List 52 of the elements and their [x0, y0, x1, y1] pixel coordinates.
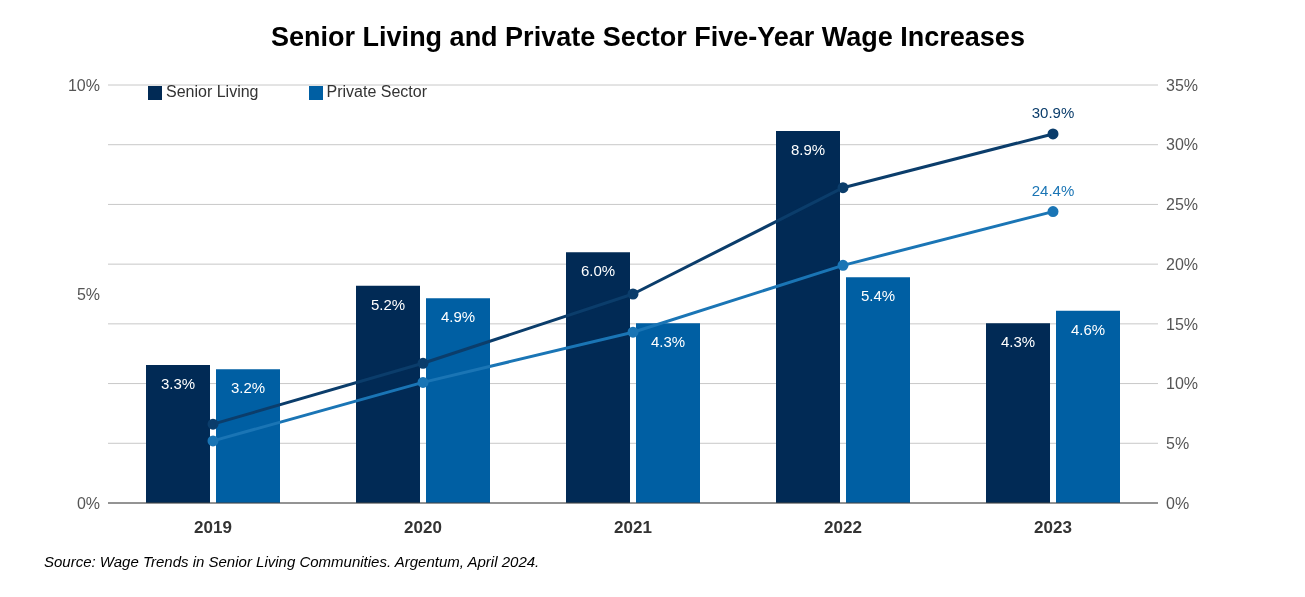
point: [627, 326, 639, 338]
data-label: 3.2%: [230, 379, 266, 397]
bar: [776, 130, 840, 503]
data-label: 4.6%: [1070, 320, 1106, 338]
data-label: 30.9%: [1031, 103, 1075, 121]
data-label: 5.2%: [370, 295, 406, 313]
point: [417, 357, 429, 369]
bar: [216, 369, 280, 503]
point: [627, 288, 639, 300]
y-tick-label: 0%: [76, 494, 100, 512]
point: [837, 259, 849, 271]
source-note: Source: Wage Trends in Senior Living Communities. Argentum, April 2024.: [44, 553, 541, 570]
x-tick-label: 2022: [824, 518, 862, 538]
y2-tick-label: 25%: [1166, 196, 1199, 214]
y2-tick-label: 5%: [1166, 434, 1190, 452]
data-label: 5.4%: [860, 287, 896, 305]
x-tick-label: 2023: [1034, 518, 1072, 538]
bar: [636, 323, 700, 503]
data-label: 4.9%: [440, 308, 476, 326]
data-label: 24.4%: [1031, 181, 1075, 199]
point: [417, 376, 429, 388]
bar: [566, 252, 630, 503]
x-tick-label: 2021: [614, 518, 652, 538]
chart-title: Senior Living and Private Sector Five-Year Wage Increases: [270, 22, 1026, 53]
bar: [356, 285, 420, 503]
legend-label: Private Sector: [326, 83, 427, 100]
bar: [426, 298, 490, 503]
bar: [846, 277, 910, 503]
bar: [986, 323, 1050, 503]
y2-tick-label: 15%: [1166, 315, 1199, 333]
data-label: 4.3%: [1000, 333, 1036, 351]
point: [1047, 206, 1059, 218]
bar: [1056, 310, 1120, 503]
data-label: 4.3%: [650, 333, 686, 351]
y2-tick-label: 10%: [1166, 375, 1199, 393]
x-tick-label: 2019: [194, 518, 232, 538]
data-label: 6.0%: [580, 262, 616, 280]
data-label: 3.3%: [160, 375, 196, 393]
y2-tick-label: 35%: [1166, 76, 1199, 94]
data-label: 8.9%: [790, 140, 826, 158]
y2-tick-label: 20%: [1166, 255, 1199, 273]
point: [837, 182, 849, 194]
x-tick-label: 2020: [404, 518, 442, 538]
y2-tick-label: 30%: [1166, 136, 1199, 154]
point: [1047, 128, 1059, 140]
y-tick-label: 5%: [76, 285, 100, 303]
point: [207, 435, 219, 447]
y-tick-label: 10%: [67, 76, 100, 94]
y2-tick-label: 0%: [1166, 494, 1190, 512]
bar: [146, 365, 210, 503]
legend-label: Senior Living: [166, 83, 259, 100]
point: [207, 418, 219, 430]
